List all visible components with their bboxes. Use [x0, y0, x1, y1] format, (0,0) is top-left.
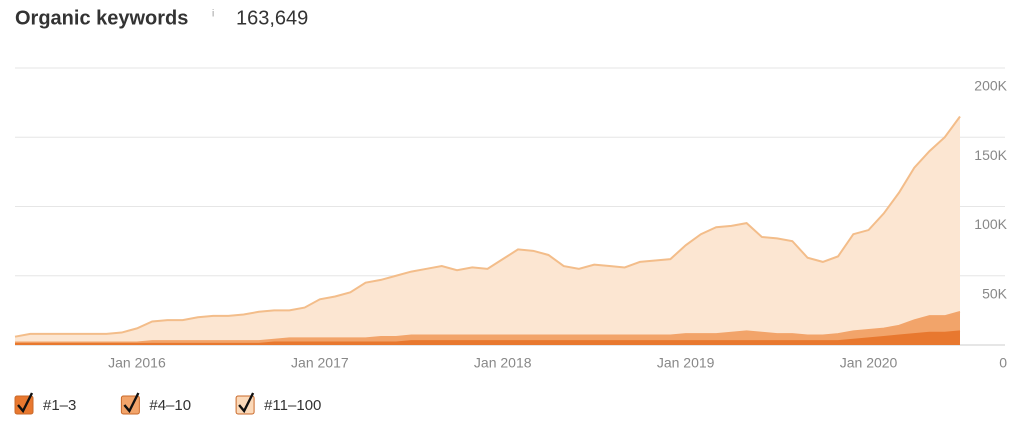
title: Organic keywords — [15, 7, 188, 29]
info-icon[interactable]: i — [212, 9, 214, 20]
area-line — [15, 311, 961, 343]
legend-item[interactable]: #1–3 — [14, 392, 76, 415]
y-tick-label: 0 — [999, 355, 1007, 371]
checkmark — [17, 392, 34, 414]
area-line — [14, 115, 961, 338]
y-tick-label: 200K — [974, 78, 1007, 94]
area-line — [15, 330, 961, 345]
area — [15, 116, 960, 343]
checkmark — [123, 392, 140, 414]
x-tick-label: Jan 2019 — [657, 355, 715, 371]
y-tick-label: 50K — [982, 285, 1008, 301]
legend-item[interactable]: #4–10 — [120, 392, 191, 415]
legend-label: #4–10 — [149, 397, 191, 414]
x-tick-label: Jan 2016 — [108, 355, 166, 371]
legend-label: #1–3 — [43, 397, 76, 414]
x-tick-label: Jan 2018 — [474, 355, 532, 371]
legend-item[interactable]: #11–100 — [235, 392, 321, 415]
x-tick-label: Jan 2017 — [291, 355, 349, 371]
total: 163,649 — [236, 7, 308, 29]
y-tick-label: 100K — [974, 216, 1007, 232]
checkmark — [238, 392, 255, 414]
x-tick-label: Jan 2020 — [840, 355, 898, 371]
legend-label: #11–100 — [264, 397, 321, 414]
area — [15, 311, 960, 344]
y-tick-label: 150K — [974, 147, 1007, 163]
